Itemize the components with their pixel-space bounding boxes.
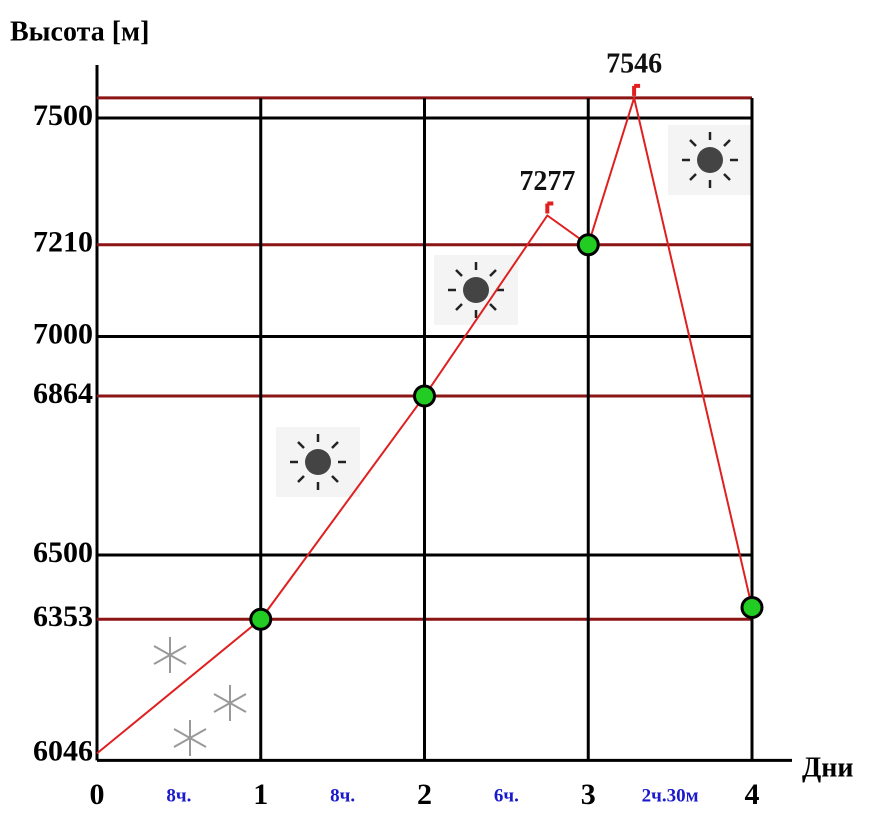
snowflake-icon <box>153 637 187 673</box>
x-tick-label: 2 <box>417 778 432 811</box>
segment-label: 6ч. <box>494 785 519 806</box>
snowflake-icon <box>213 685 247 721</box>
sun-icon <box>434 255 518 325</box>
x-tick-label: 3 <box>581 778 596 811</box>
y-tick-label: 7500 <box>33 99 93 132</box>
point-marker <box>249 607 273 631</box>
y-tick-label: 7000 <box>33 317 93 350</box>
x-tick-label: 4 <box>745 778 760 811</box>
sun-icon <box>668 125 752 195</box>
segment-label: 8ч. <box>166 785 191 806</box>
weather-icons <box>153 125 752 756</box>
point-marker <box>576 233 600 257</box>
y-tick-label: 7210 <box>33 226 93 259</box>
point-marker <box>740 595 764 619</box>
point-marker <box>413 384 436 408</box>
y-tick-label: 6046 <box>33 734 93 767</box>
peak-label: 7546 <box>606 48 662 79</box>
snowflake-icon <box>173 720 207 756</box>
segment-label: 8ч. <box>330 785 355 806</box>
x-tick-label: 0 <box>90 778 105 811</box>
peak-marker <box>545 201 554 214</box>
x-tick-label: 1 <box>253 778 268 811</box>
y-tick-label: 6353 <box>33 600 93 633</box>
y-tick-label: 6500 <box>33 536 93 569</box>
sun-icon <box>276 427 360 497</box>
x-axis-title: Дни <box>802 752 854 783</box>
peak-marker <box>632 83 641 96</box>
y-tick-label: 6864 <box>33 377 93 410</box>
segment-label: 2ч.30м <box>642 785 699 806</box>
y-axis-title: Высота [м] <box>10 16 149 47</box>
peak-label: 7277 <box>519 166 575 197</box>
